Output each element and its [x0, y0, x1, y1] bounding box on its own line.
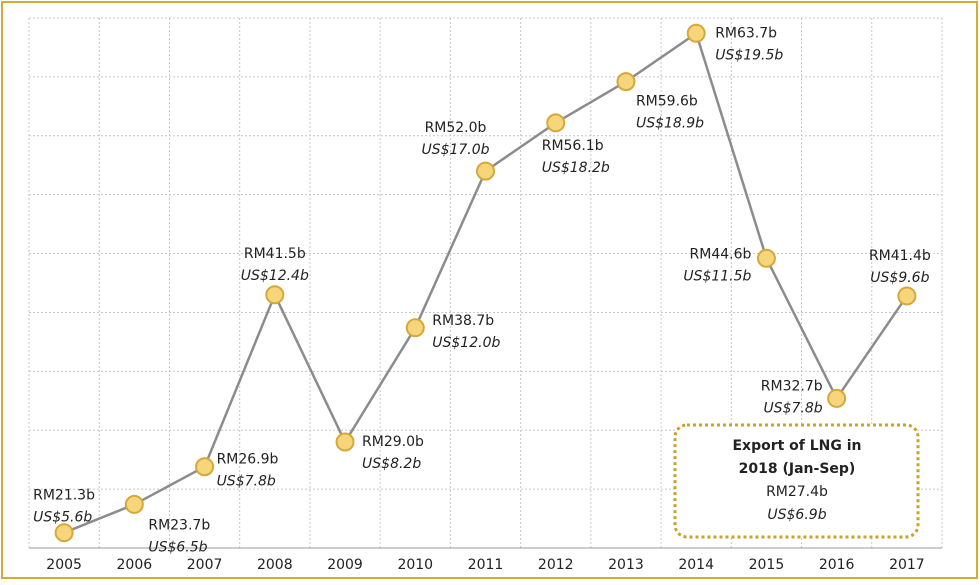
usd-label: US$11.5b	[683, 268, 751, 284]
x-tick-label: 2010	[397, 557, 433, 573]
point	[265, 285, 285, 305]
value-label: RM29.0b	[362, 434, 424, 450]
point	[827, 388, 847, 408]
point	[54, 523, 74, 543]
usd-label: US$7.8b	[217, 474, 276, 490]
point	[897, 286, 917, 306]
point	[546, 113, 566, 133]
x-tick-label: 2006	[117, 557, 153, 573]
x-tick-label: 2016	[819, 557, 855, 573]
usd-label: US$17.0b	[421, 142, 489, 158]
usd-label: US$5.6b	[33, 510, 92, 526]
usd-label: US$7.8b	[763, 400, 822, 416]
annotation-usd: US$6.9b	[767, 507, 826, 523]
point	[405, 318, 425, 338]
point	[616, 72, 636, 92]
x-tick-label: 2009	[327, 557, 363, 573]
x-tick-label: 2014	[678, 557, 714, 573]
value-label: RM26.9b	[217, 452, 279, 468]
x-tick-label: 2015	[749, 557, 785, 573]
point	[335, 432, 355, 452]
x-tick-label: 2008	[257, 557, 293, 573]
x-tick-label: 2013	[608, 557, 644, 573]
value-label: RM23.7b	[148, 517, 210, 533]
value-label: RM63.7b	[715, 25, 777, 41]
value-label: RM21.3b	[33, 488, 95, 504]
point	[476, 161, 495, 181]
usd-label: US$12.4b	[241, 268, 309, 284]
usd-label: US$6.5b	[148, 539, 207, 555]
point	[686, 23, 706, 43]
point	[124, 494, 144, 514]
annotation-value: RM27.4b	[766, 484, 828, 500]
x-tick-label: 2011	[468, 557, 504, 573]
usd-label: US$9.6b	[870, 270, 929, 286]
value-label: RM38.7b	[432, 313, 494, 329]
annotation-title: Export of LNG in	[732, 438, 861, 454]
value-label: RM41.4b	[869, 248, 931, 264]
usd-label: US$8.2b	[362, 456, 421, 472]
value-label: RM32.7b	[761, 378, 823, 394]
annotation-title: 2018 (Jan-Sep)	[739, 461, 856, 477]
value-label: RM56.1b	[542, 138, 604, 154]
value-label: RM52.0b	[425, 120, 487, 136]
usd-label: US$18.2b	[542, 160, 610, 176]
x-tick-label: 2012	[538, 557, 574, 573]
value-label: RM41.5b	[244, 246, 306, 262]
x-tick-label: 2007	[187, 557, 223, 573]
x-tick-label: 2017	[889, 557, 925, 573]
point	[195, 457, 215, 477]
value-label: RM59.6b	[636, 94, 698, 110]
usd-label: US$12.0b	[432, 335, 500, 351]
point	[756, 248, 776, 268]
x-tick-label: 2005	[46, 557, 82, 573]
usd-label: US$19.5b	[715, 47, 783, 63]
annotation-box	[673, 423, 920, 539]
value-label: RM44.6b	[690, 246, 752, 262]
usd-label: US$18.9b	[636, 116, 704, 132]
